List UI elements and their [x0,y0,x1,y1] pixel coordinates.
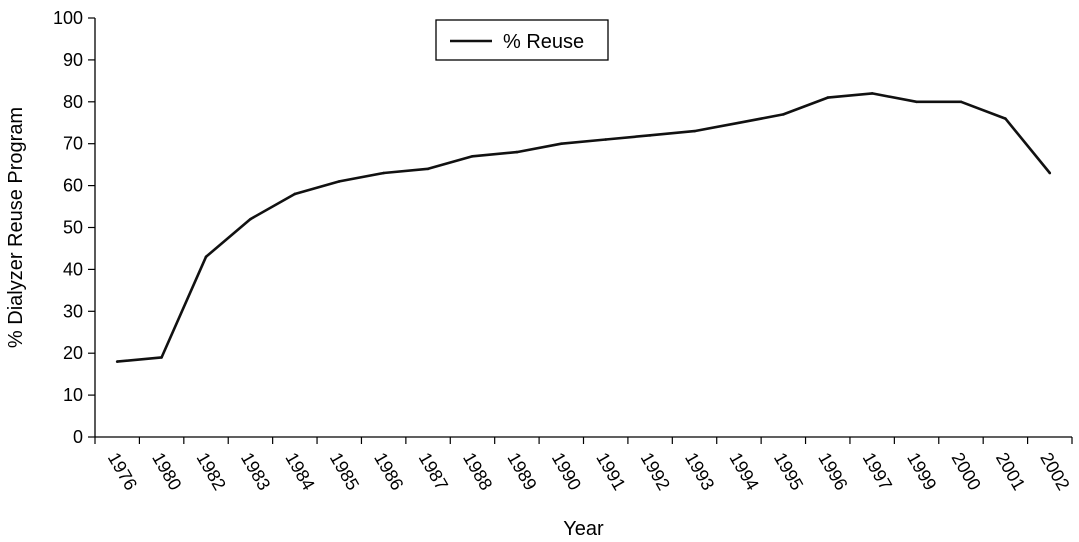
y-tick-label: 90 [63,50,83,70]
data-point [115,360,119,363]
data-point [204,255,208,259]
y-tick-label: 50 [63,218,83,238]
y-tick-label: 40 [63,259,83,279]
x-tick-label: 1992 [637,449,674,494]
x-tick-label: 1989 [503,449,540,494]
data-point [160,356,163,359]
x-tick-label: 2000 [948,449,985,494]
x-tick-label: 1999 [903,449,940,494]
y-tick-label: 0 [73,427,83,447]
data-point [471,154,474,158]
data-point [559,142,563,145]
data-point [693,129,696,133]
x-tick-label: 1991 [592,449,629,494]
x-axis-title: Year [563,518,604,540]
x-tick-label: 1982 [193,449,230,494]
x-tick-label: 1987 [415,449,452,494]
x-tick-label: 1984 [281,449,318,494]
data-point [293,192,297,196]
legend: % Reuse [435,19,609,61]
x-tick-label: 1996 [814,449,851,494]
y-tick-label: 10 [63,385,83,405]
x-tick-label: 1980 [148,449,185,494]
y-axis-title: % Dialyzer Reuse Program [5,107,27,348]
series-layer [115,92,1052,363]
y-tick-label: 20 [63,343,83,363]
x-tick-label: 1994 [725,449,762,494]
y-tick-label: 70 [63,134,83,154]
data-point [426,167,430,171]
data-point [604,138,608,141]
data-point [515,150,519,154]
data-point [249,217,252,221]
x-tick-label: 1985 [326,449,363,494]
data-point [337,180,341,183]
legend-label: % Reuse [503,31,584,53]
data-point [1048,171,1052,175]
data-point [959,100,963,104]
y-tick-label: 30 [63,301,83,321]
series-line-reuse [117,92,1051,363]
x-tick-label: 1986 [370,449,407,494]
x-tick-label: 2001 [992,449,1029,494]
data-point [870,92,874,95]
data-point [648,134,652,137]
data-point [915,100,918,104]
data-point [826,96,830,99]
y-ticks: 0 10 20 30 40 50 60 70 80 90 100 [53,8,95,447]
data-point [782,113,785,116]
x-ticks: 1976 1980 1982 1983 1984 1985 1986 1987 1988 1989… [94,437,1074,494]
y-tick-label: 60 [63,176,83,196]
x-tick-label: 1993 [681,449,718,494]
y-tick-label: 100 [53,8,83,28]
data-point [737,121,741,125]
x-tick-label: 2002 [1036,449,1073,494]
data-point [1004,117,1007,120]
x-tick-label: 1995 [770,449,807,494]
x-tick-label: 1988 [459,449,496,494]
y-tick-label: 80 [63,92,83,112]
x-tick-label: 1997 [859,449,896,494]
x-tick-label: 1990 [548,449,585,494]
x-tick-label: 1983 [237,449,274,494]
x-tick-label: 1976 [104,449,141,494]
data-point [382,171,385,175]
